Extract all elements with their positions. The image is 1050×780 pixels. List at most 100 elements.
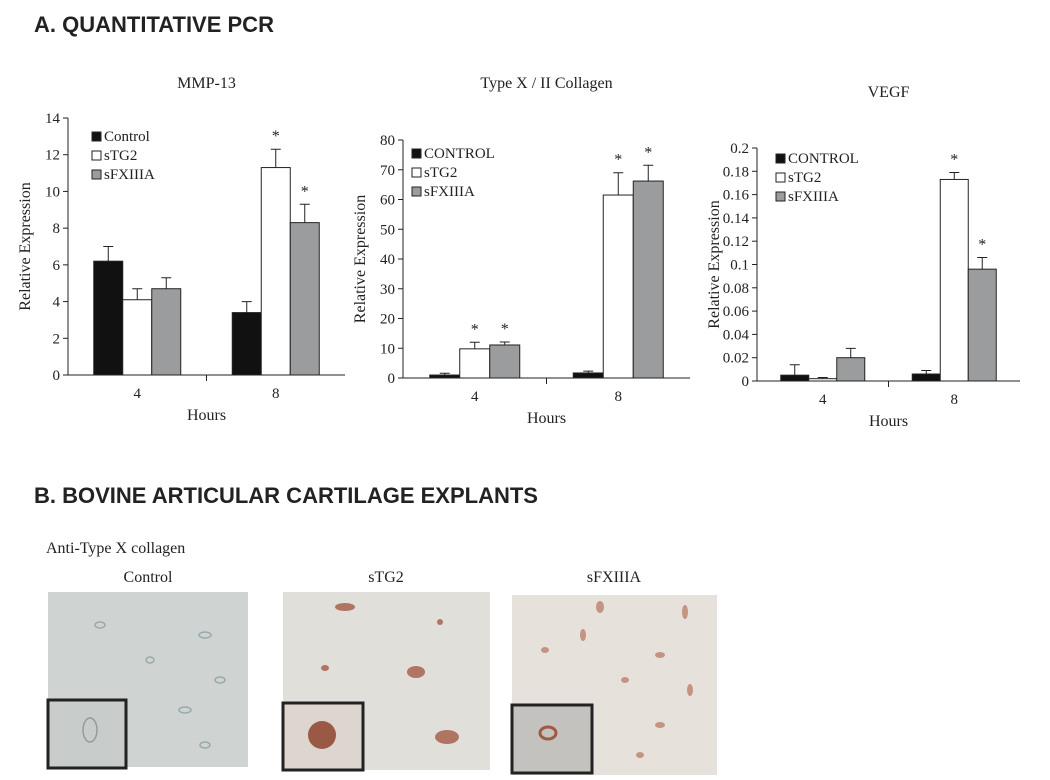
- error-bar: [789, 364, 800, 376]
- y-tick-label: 20: [380, 312, 395, 328]
- micrograph: [46, 592, 248, 770]
- y-axis-label: Relative Expression: [17, 182, 34, 310]
- y-tick-label: 10: [380, 341, 395, 357]
- legend-label: CONTROL: [424, 146, 495, 162]
- bar: [808, 378, 838, 382]
- significance-marker: *: [644, 144, 652, 161]
- error-bar: [977, 257, 988, 270]
- panel-title: B. BOVINE ARTICULAR CARTILAGE EXPLANTS: [34, 483, 538, 508]
- y-tick-label: 0.14: [723, 211, 750, 227]
- micrograph: [281, 592, 490, 772]
- y-tick-label: 0.08: [723, 281, 749, 297]
- bar: [780, 374, 810, 382]
- legend-swatch: [411, 148, 422, 159]
- legend-swatch: [775, 153, 786, 164]
- image-label: Control: [124, 569, 173, 586]
- legend-swatch: [775, 172, 786, 183]
- y-tick-label: 40: [380, 252, 395, 268]
- x-tick-label: 4: [819, 392, 827, 408]
- y-tick-label: 0.2: [730, 141, 749, 157]
- bar: [602, 194, 634, 379]
- bar: [572, 372, 604, 379]
- x-tick-label: 4: [134, 386, 142, 402]
- legend-swatch: [775, 191, 786, 202]
- y-tick-label: 60: [380, 193, 395, 209]
- y-tick-label: 2: [53, 331, 61, 347]
- bar: [489, 344, 521, 379]
- y-tick-label: 80: [380, 133, 395, 149]
- legend-label: Control: [104, 129, 150, 145]
- y-tick-label: 70: [380, 163, 395, 179]
- y-tick-label: 30: [380, 282, 395, 298]
- y-tick-label: 8: [53, 221, 61, 237]
- y-tick-label: 4: [53, 295, 61, 311]
- error-bar: [845, 347, 856, 358]
- legend-swatch: [91, 131, 102, 142]
- legend-label: sFXIIIA: [424, 184, 475, 200]
- legend-swatch: [411, 186, 422, 197]
- significance-marker: *: [471, 321, 479, 338]
- y-tick-label: 0.1: [730, 258, 749, 274]
- error-bar: [270, 148, 281, 168]
- significance-marker: *: [614, 152, 622, 169]
- legend-label: sTG2: [788, 170, 821, 186]
- y-tick-label: 14: [45, 111, 61, 127]
- y-tick-label: 12: [45, 148, 60, 164]
- legend-swatch: [91, 169, 102, 180]
- bar: [632, 180, 664, 379]
- x-axis-label: Hours: [527, 410, 566, 427]
- error-bar: [103, 246, 114, 262]
- x-axis-label: Hours: [869, 413, 908, 430]
- chart-title: MMP-13: [177, 75, 236, 92]
- bar: [836, 357, 866, 382]
- y-tick-label: 0.16: [723, 188, 750, 204]
- image-label: sTG2: [368, 569, 404, 586]
- x-axis-label: Hours: [187, 407, 226, 424]
- error-bar: [643, 164, 654, 182]
- error-bar: [583, 370, 594, 373]
- significance-marker: *: [978, 237, 986, 254]
- bar: [911, 373, 941, 382]
- y-tick-label: 0.04: [723, 327, 750, 343]
- y-tick-label: 6: [53, 258, 61, 274]
- bar: [231, 312, 262, 376]
- error-bar: [299, 203, 310, 223]
- bar: [429, 374, 461, 379]
- x-tick-label: 4: [471, 389, 479, 405]
- error-bar: [817, 377, 828, 379]
- bar: [122, 299, 153, 376]
- error-bar: [921, 370, 932, 375]
- image-label: sFXIIIA: [587, 569, 642, 586]
- y-tick-label: 0: [53, 368, 61, 384]
- chart-title: VEGF: [868, 84, 910, 101]
- error-bar: [241, 301, 252, 313]
- bar: [260, 167, 291, 376]
- legend-label: CONTROL: [788, 151, 859, 167]
- significance-marker: *: [501, 321, 509, 338]
- y-tick-label: 10: [45, 184, 60, 200]
- x-tick-label: 8: [951, 392, 959, 408]
- y-tick-label: 0.12: [723, 234, 749, 250]
- legend-label: sTG2: [424, 165, 457, 181]
- error-bar: [613, 172, 624, 196]
- y-tick-label: 0.06: [723, 304, 750, 320]
- error-bar: [469, 341, 480, 349]
- bar: [151, 288, 182, 376]
- micrograph: [510, 595, 717, 775]
- y-tick-label: 50: [380, 222, 395, 238]
- bar: [93, 260, 124, 376]
- legend-label: sTG2: [104, 148, 137, 164]
- legend-swatch: [411, 167, 422, 178]
- error-bar: [161, 277, 172, 289]
- y-axis-label: Relative Expression: [352, 195, 369, 323]
- significance-marker: *: [950, 151, 958, 168]
- panel-title: A. QUANTITATIVE PCR: [34, 12, 274, 37]
- y-tick-label: 0: [742, 374, 750, 390]
- error-bar: [499, 341, 510, 345]
- y-axis-label: Relative Expression: [706, 200, 723, 328]
- y-tick-label: 0.02: [723, 351, 749, 367]
- bar: [459, 348, 491, 379]
- x-tick-label: 8: [615, 389, 623, 405]
- bar: [289, 222, 320, 376]
